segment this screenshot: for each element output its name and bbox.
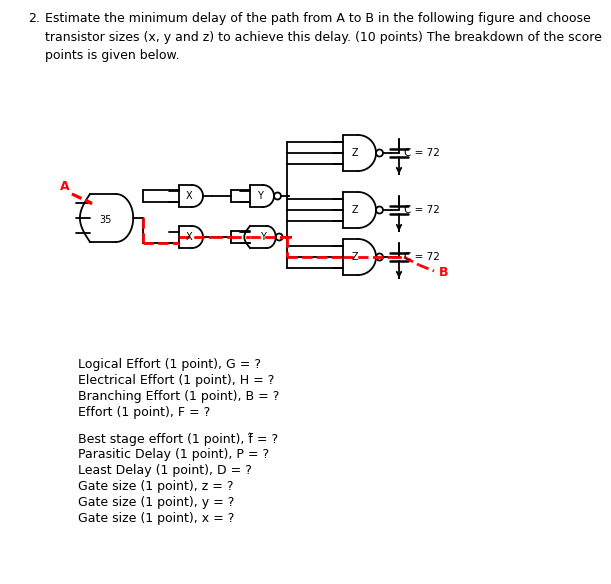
Text: Logical Effort (1 point), G = ?: Logical Effort (1 point), G = ? [78, 358, 261, 371]
Text: Y: Y [260, 232, 266, 242]
Text: Y: Y [257, 191, 263, 201]
Text: C = 72: C = 72 [404, 252, 440, 262]
Text: Gate size (1 point), z = ?: Gate size (1 point), z = ? [78, 480, 233, 493]
Text: 2.: 2. [28, 12, 40, 25]
Text: Z: Z [352, 205, 358, 215]
Text: Gate size (1 point), x = ?: Gate size (1 point), x = ? [78, 512, 235, 525]
Text: C = 72: C = 72 [404, 205, 440, 215]
Text: Z: Z [352, 148, 358, 158]
Text: Estimate the minimum delay of the path from A to B in the following figure and c: Estimate the minimum delay of the path f… [45, 12, 602, 62]
Text: X: X [186, 191, 192, 201]
Text: 35: 35 [100, 215, 112, 225]
Text: Least Delay (1 point), D = ?: Least Delay (1 point), D = ? [78, 464, 252, 477]
Text: Branching Effort (1 point), B = ?: Branching Effort (1 point), B = ? [78, 390, 279, 403]
Text: Electrical Effort (1 point), H = ?: Electrical Effort (1 point), H = ? [78, 374, 274, 387]
Text: Effort (1 point), F = ?: Effort (1 point), F = ? [78, 406, 210, 419]
Text: X: X [186, 232, 192, 242]
Text: C = 72: C = 72 [404, 148, 440, 158]
Text: Parasitic Delay (1 point), P = ?: Parasitic Delay (1 point), P = ? [78, 448, 269, 461]
Text: Z: Z [352, 252, 358, 262]
Text: Best stage effort (1 point), f̂ = ?: Best stage effort (1 point), f̂ = ? [78, 432, 278, 446]
Text: B: B [439, 266, 448, 280]
Text: A: A [60, 179, 70, 193]
Text: Gate size (1 point), y = ?: Gate size (1 point), y = ? [78, 496, 235, 509]
